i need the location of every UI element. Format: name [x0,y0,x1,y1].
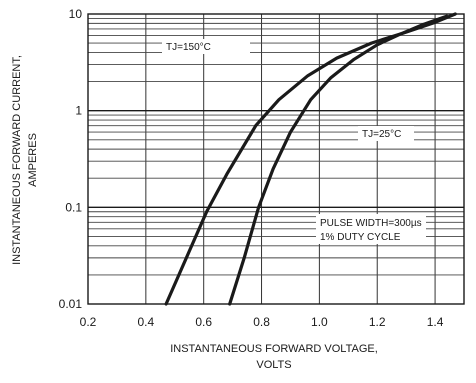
series-layer [164,12,457,306]
x-tick-label-2: 0.6 [195,315,212,329]
tj25-label: TJ=25°C [362,129,401,140]
plot-frame [87,13,465,305]
x-axis-title-line1: INSTANTANEOUS FORWARD VOLTAGE, [170,343,378,355]
x-tick-label-1: 0.4 [138,315,155,329]
y-tick-label-0: 0.01 [59,297,83,311]
series-line-tj150 [164,12,457,306]
x-tick-label-0: 0.2 [80,315,97,329]
x-tick-label-3: 0.8 [253,315,270,329]
duty-cycle-label: 1% DUTY CYCLE [320,232,401,243]
tj25-annotation: TJ=25°C [358,126,414,141]
tick-labels: 0.2 0.4 0.6 0.8 1.0 1.2 1.4 0.01 0.1 1 10 [59,7,444,329]
y-tick-label-2: 1 [75,104,82,118]
x-tick-label-6: 1.4 [427,315,444,329]
grid [88,14,464,304]
x-axis-title-line2: VOLTS [256,359,291,371]
y-tick-label-3: 10 [69,7,83,21]
tj150-label: TJ=150°C [166,42,211,53]
x-tick-label-5: 1.2 [369,315,386,329]
x-tick-label-4: 1.0 [311,315,328,329]
y-tick-label-1: 0.1 [65,200,82,214]
tj150-annotation: TJ=150°C [162,39,250,54]
pulse-width-label: PULSE WIDTH=300µs [320,218,422,229]
pulse-annotation: PULSE WIDTH=300µs 1% DUTY CYCLE [316,214,426,244]
series-line-tj25 [228,14,449,306]
y-axis-title-line1: INSTANTANEOUS FORWARD CURRENT, [11,55,23,265]
y-axis-title-line2: AMPERES [27,133,39,187]
